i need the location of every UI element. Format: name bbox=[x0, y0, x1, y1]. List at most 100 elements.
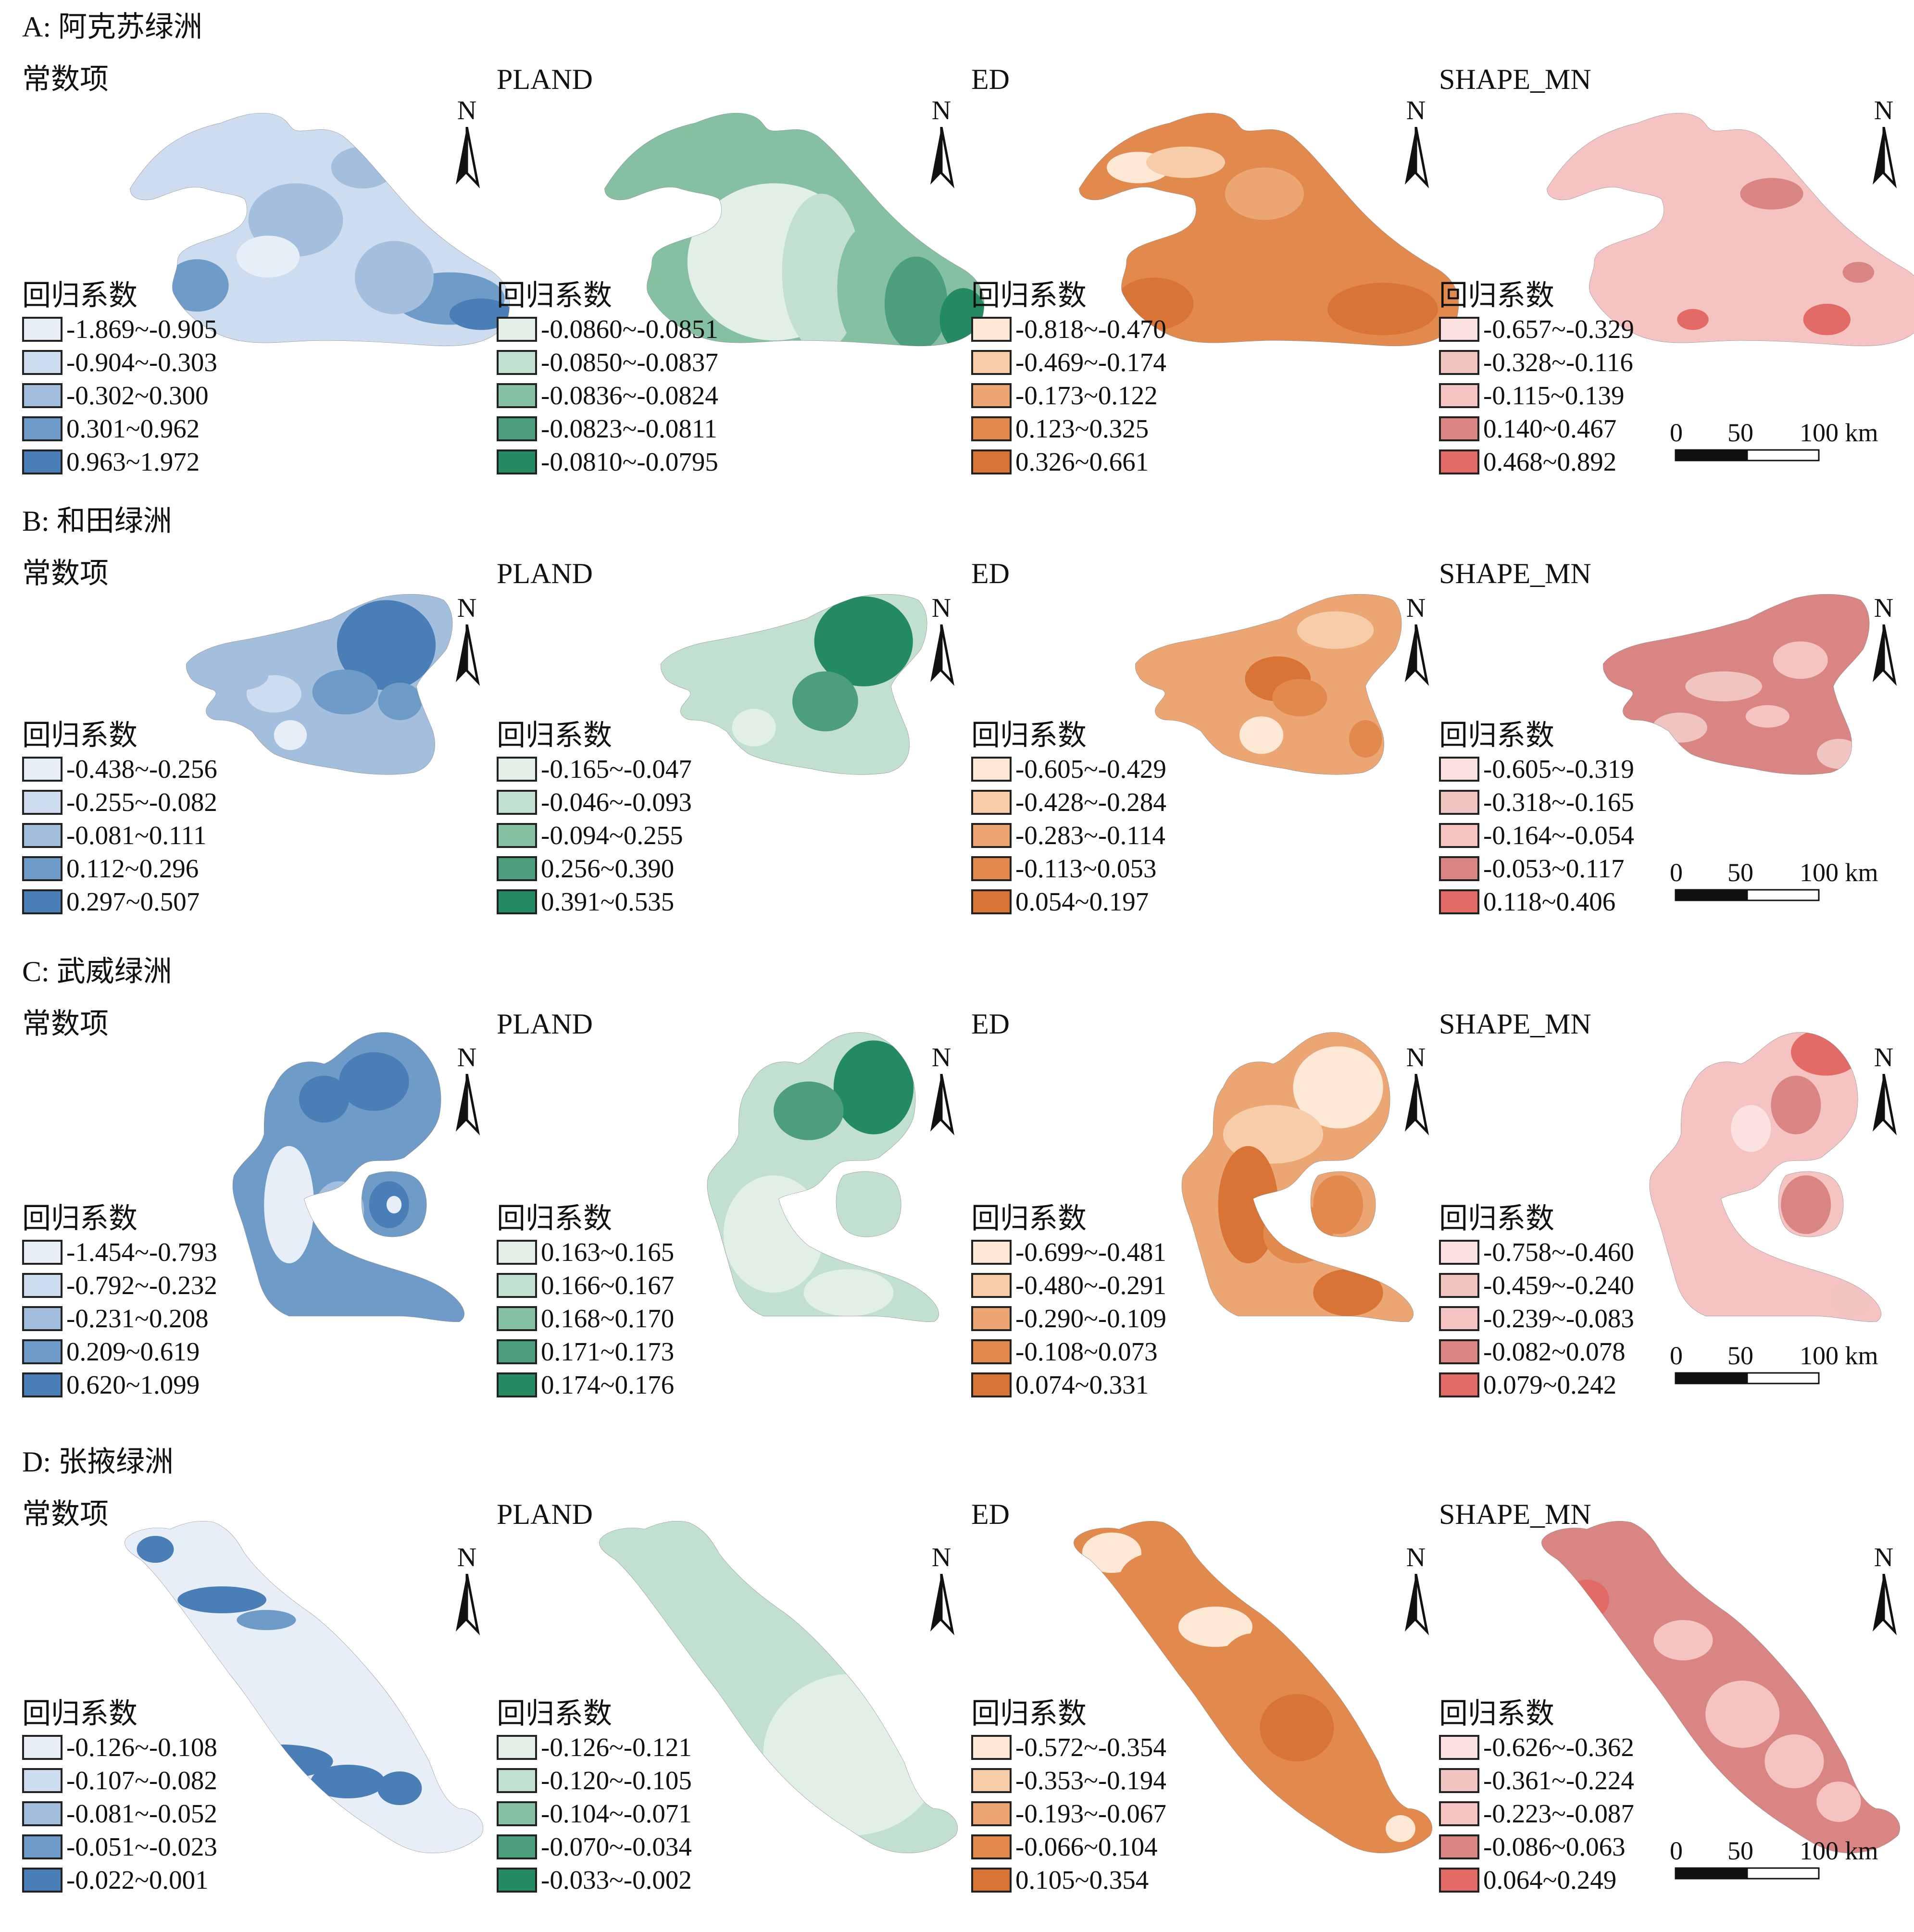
legend-swatch bbox=[22, 416, 63, 441]
scale-bar: 0 50 100 km bbox=[1670, 1836, 1896, 1889]
oasis-map-svg bbox=[1173, 1029, 1423, 1322]
coefficient-zone bbox=[1225, 167, 1304, 220]
scale-tick-label: 50 bbox=[1727, 858, 1753, 887]
legend-label: -0.120~-0.105 bbox=[541, 1765, 692, 1795]
legend-label: -0.657~-0.329 bbox=[1483, 314, 1634, 344]
oasis-map-svg bbox=[1067, 89, 1462, 351]
north-arrow-icon: N bbox=[450, 1543, 484, 1639]
coefficient-zone bbox=[1260, 1694, 1334, 1761]
oasis-map-svg bbox=[1535, 89, 1914, 351]
coefficient-zone bbox=[1816, 1782, 1861, 1822]
legend-label: 0.163~0.165 bbox=[541, 1237, 675, 1267]
coefficient-zone bbox=[237, 236, 300, 278]
legend-swatch bbox=[22, 1372, 63, 1397]
legend-swatch bbox=[1439, 416, 1479, 441]
coefficient-zone bbox=[1803, 303, 1851, 336]
coefficient-zone bbox=[177, 1586, 266, 1613]
coefficient-zone bbox=[312, 669, 378, 715]
legend-label: -0.792~-0.232 bbox=[66, 1270, 217, 1300]
legend-item: -1.869~-0.905 bbox=[22, 312, 217, 346]
coefficient-zone bbox=[884, 256, 948, 346]
coefficient-zone bbox=[1842, 262, 1875, 283]
legend-label: -0.053~0.117 bbox=[1483, 853, 1625, 883]
oasis-boundary bbox=[125, 1521, 483, 1853]
north-label: N bbox=[1406, 96, 1426, 125]
legend-label: -0.290~-0.109 bbox=[1015, 1303, 1166, 1333]
legend-swatch bbox=[1439, 856, 1479, 881]
legend-swatch bbox=[971, 349, 1012, 375]
oasis-base-fill bbox=[1649, 1032, 1881, 1322]
legend: 回归系数 -0.438~-0.256 -0.255~-0.082 -0.081~0.1… bbox=[22, 719, 217, 918]
map-panel-d-4: SHAPE_MN N 回归系数 -0.626~-0.362 -0.361~-0.224-… bbox=[1439, 1445, 1914, 1932]
legend-label: -0.0810~-0.0795 bbox=[541, 447, 718, 476]
panel-title: SHAPE_MN bbox=[1439, 1498, 1591, 1530]
oasis-map-svg bbox=[1641, 1029, 1891, 1322]
legend-swatch bbox=[22, 1867, 63, 1893]
map-panel-c-3: ED N 回归系数 -0.699~-0.481 -0.480~-0.291 -0.290~… bbox=[971, 954, 1447, 1445]
coefficient-zone bbox=[369, 1117, 429, 1175]
legend-item: -0.318~-0.165 bbox=[1439, 785, 1634, 819]
coefficient-zone bbox=[763, 1674, 941, 1835]
legend-item: 0.064~0.249 bbox=[1439, 1863, 1634, 1896]
scale-ticks: 0 50 100 km bbox=[1670, 418, 1896, 447]
legend-item: -0.0860~-0.0851 bbox=[497, 312, 718, 346]
legend-item: -0.126~-0.108 bbox=[22, 1731, 217, 1764]
legend-label: -0.115~0.139 bbox=[1483, 380, 1625, 410]
legend-item: -0.053~0.117 bbox=[1439, 852, 1634, 885]
legend-item: -0.081~0.111 bbox=[22, 819, 217, 852]
legend-swatch bbox=[22, 1734, 63, 1760]
north-label: N bbox=[931, 1543, 951, 1572]
legend-item: -0.239~-0.083 bbox=[1439, 1302, 1634, 1335]
coefficient-zone bbox=[299, 1075, 349, 1123]
legend-swatch bbox=[1439, 449, 1479, 474]
north-label: N bbox=[1406, 1043, 1426, 1072]
coefficient-zone bbox=[1195, 648, 1251, 679]
legend-swatch bbox=[971, 1272, 1012, 1298]
legend-title: 回归系数 bbox=[971, 1203, 1087, 1234]
legend-swatch bbox=[1439, 1239, 1479, 1265]
coefficient-zone bbox=[837, 225, 901, 346]
scale-tick-label: 50 bbox=[1727, 418, 1753, 447]
legend-label: 0.074~0.331 bbox=[1015, 1370, 1149, 1399]
legend-swatch bbox=[22, 1768, 63, 1793]
legend-item: -0.818~-0.470 bbox=[971, 312, 1166, 346]
legend-swatch bbox=[971, 1339, 1012, 1364]
oasis-map-svg bbox=[1535, 1519, 1905, 1856]
legend-item: -0.0850~-0.0837 bbox=[497, 346, 718, 379]
coefficient-zone bbox=[339, 1052, 409, 1111]
legend-swatch bbox=[497, 1867, 537, 1893]
legend-label: -1.454~-0.793 bbox=[66, 1237, 217, 1267]
legend-title: 回归系数 bbox=[1439, 1203, 1554, 1234]
legend-label: -0.082~0.078 bbox=[1483, 1336, 1626, 1366]
legend-label: -0.469~-0.174 bbox=[1015, 347, 1166, 377]
north-label: N bbox=[931, 1043, 951, 1072]
coefficient-zone bbox=[387, 1196, 402, 1214]
legend-swatch bbox=[22, 1339, 63, 1364]
legend: 回归系数 -0.758~-0.460 -0.459~-0.240 -0.239~-0.… bbox=[1439, 1202, 1634, 1401]
legend-item: 0.174~0.176 bbox=[497, 1368, 674, 1401]
panel-title: 常数项 bbox=[22, 1498, 109, 1530]
coefficient-zone bbox=[833, 1040, 914, 1134]
oasis-map bbox=[1173, 1029, 1423, 1322]
coefficient-zone bbox=[1677, 309, 1709, 330]
legend-title: 回归系数 bbox=[1439, 720, 1554, 751]
scale-tick-label: 0 bbox=[1670, 1836, 1683, 1865]
coefficient-zone bbox=[1146, 146, 1225, 178]
oasis-map bbox=[1535, 1519, 1905, 1856]
legend-label: -0.428~-0.284 bbox=[1015, 787, 1166, 817]
north-label: N bbox=[457, 593, 477, 623]
legend-label: -0.0860~-0.0851 bbox=[541, 314, 718, 344]
legend-label: -0.113~0.053 bbox=[1015, 853, 1157, 883]
legend-label: -0.108~0.073 bbox=[1015, 1336, 1158, 1366]
scale-tick-label: 100 km bbox=[1800, 418, 1878, 447]
legend-swatch bbox=[971, 1834, 1012, 1859]
coefficient-zone bbox=[1186, 236, 1304, 309]
legend-label: -1.869~-0.905 bbox=[66, 314, 217, 344]
legend-swatch bbox=[22, 789, 63, 815]
coefficient-zone bbox=[377, 1771, 422, 1805]
legend-item: -0.104~-0.071 bbox=[497, 1797, 692, 1830]
oasis-map bbox=[1598, 589, 1872, 776]
legend-swatch bbox=[971, 789, 1012, 815]
legend-item: -0.108~0.073 bbox=[971, 1335, 1166, 1368]
